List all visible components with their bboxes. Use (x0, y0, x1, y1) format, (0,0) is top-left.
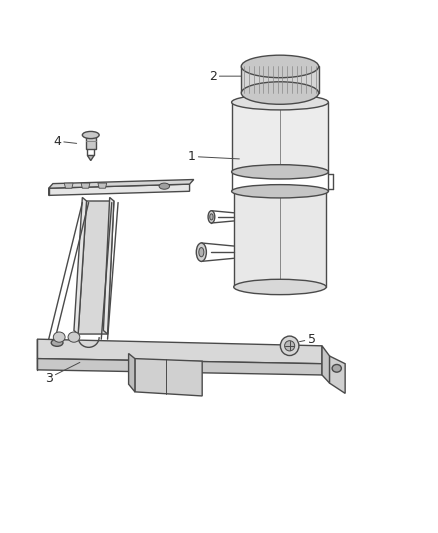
Polygon shape (74, 197, 87, 334)
Ellipse shape (68, 332, 80, 342)
Polygon shape (322, 346, 329, 383)
Polygon shape (64, 183, 73, 188)
Ellipse shape (241, 82, 319, 104)
Polygon shape (86, 135, 96, 149)
Ellipse shape (159, 183, 170, 189)
Polygon shape (81, 183, 90, 188)
Ellipse shape (253, 98, 307, 107)
Ellipse shape (332, 365, 341, 372)
Polygon shape (49, 180, 194, 188)
Polygon shape (49, 184, 190, 196)
Ellipse shape (232, 94, 328, 110)
Polygon shape (129, 353, 135, 392)
Ellipse shape (241, 55, 319, 78)
Polygon shape (241, 67, 319, 93)
Polygon shape (329, 356, 345, 393)
Polygon shape (78, 201, 114, 334)
Ellipse shape (199, 247, 204, 257)
Ellipse shape (53, 332, 65, 342)
Ellipse shape (232, 184, 328, 198)
Ellipse shape (51, 339, 63, 346)
Text: 4: 4 (53, 135, 77, 148)
Ellipse shape (285, 341, 295, 351)
Ellipse shape (82, 132, 99, 139)
Ellipse shape (210, 214, 213, 220)
Ellipse shape (253, 88, 307, 98)
Polygon shape (98, 183, 107, 188)
Ellipse shape (208, 211, 215, 223)
Polygon shape (37, 339, 322, 364)
Polygon shape (234, 191, 326, 287)
Ellipse shape (196, 243, 206, 261)
Ellipse shape (234, 279, 326, 295)
Text: 2: 2 (209, 70, 254, 83)
Polygon shape (232, 102, 328, 172)
Text: 5: 5 (300, 333, 315, 346)
Polygon shape (135, 359, 202, 396)
Ellipse shape (232, 165, 328, 179)
Text: 1: 1 (188, 150, 239, 163)
Polygon shape (88, 156, 94, 160)
Text: 3: 3 (45, 362, 80, 384)
Ellipse shape (280, 336, 299, 356)
Polygon shape (103, 197, 114, 334)
Polygon shape (37, 359, 322, 375)
